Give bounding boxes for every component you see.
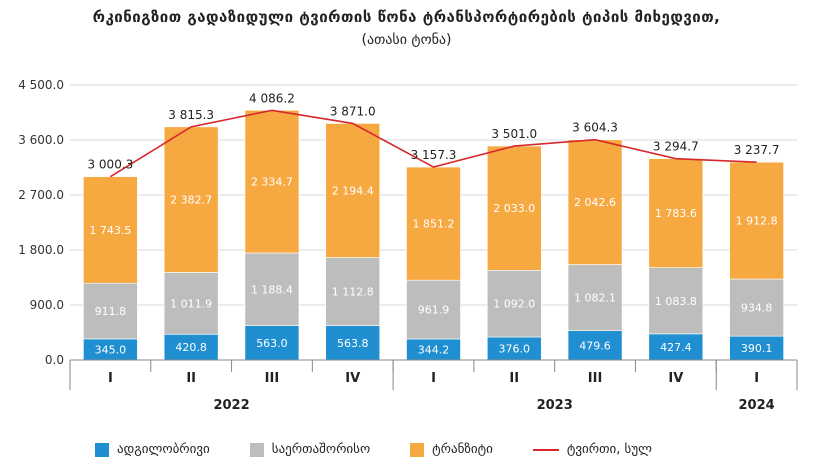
bar-segment [729,161,784,280]
data-label: 2 042.6 [574,196,616,209]
data-label: 376.0 [499,343,531,356]
data-label: 1 188.4 [251,283,293,296]
x-tick-label: II [509,371,519,386]
data-label: 1 743.5 [89,224,131,237]
data-label: 1 083.8 [655,295,697,308]
data-label: 2 033.0 [493,202,535,215]
chart-legend: ადგილობრივი საერთაშორისო ტრანზიტი ტვირთი… [95,442,652,457]
data-label: 911.8 [95,305,127,318]
bar-segment [567,139,623,265]
year-label: 2022 [213,398,249,413]
legend-label-domestic: ადგილობრივი [117,442,210,457]
legend-swatch-domestic [95,442,109,457]
bar-segment [83,176,138,284]
bar-segment [244,109,300,254]
legend-item-total: ტვირთი, სულ [532,442,652,457]
data-label: 1 783.6 [655,207,697,220]
legend-label-total: ტვირთი, სულ [566,442,652,457]
data-label: 1 092.0 [493,298,535,311]
legend-item-domestic: ადგილობრივი [95,442,210,457]
legend-item-international: საერთაშორისო [249,442,371,457]
y-tick-label: 0.0 [45,353,64,367]
x-tick-label: I [754,371,759,386]
legend-swatch-total [532,448,559,451]
total-label: 4 086.2 [249,91,295,105]
total-label: 3 501.0 [491,127,537,141]
x-tick-label: I [108,371,113,386]
bar-segment [648,267,704,335]
data-label: 390.1 [741,342,773,355]
bar-segment [486,269,542,338]
legend-item-transit: ტრანზიტი [410,442,493,457]
bar-segment [729,278,784,337]
data-label: 1 082.1 [574,292,616,305]
x-tick-label: III [588,371,603,386]
bar-segment [648,158,704,268]
total-label: 3 815.3 [168,108,214,122]
data-label: 961.9 [418,304,450,317]
y-tick-label: 900.0 [30,298,64,312]
data-label: 420.8 [175,341,207,354]
bar-segment [163,272,219,335]
y-tick-label: 3 600.0 [18,133,64,147]
bar-segment [567,264,623,331]
legend-swatch-transit [410,442,425,457]
x-tick-label: IV [345,371,360,386]
x-tick-label: III [265,371,280,386]
data-label: 563.8 [337,337,369,350]
y-tick-label: 4 500.0 [18,78,64,92]
bar-segment [325,325,381,361]
total-label: 3 294.7 [653,140,699,154]
year-label: 2023 [537,398,573,413]
data-label: 2 382.7 [170,194,212,207]
bar-segment [325,123,381,258]
y-tick-label: 2 700.0 [18,188,64,202]
legend-label-international: საერთაშორისო [271,442,371,457]
data-label: 1 912.8 [736,215,778,228]
data-label: 479.6 [579,339,611,352]
legend-swatch-international [249,442,264,457]
year-label: 2024 [739,398,775,413]
legend-label-transit: ტრანზიტი [432,442,493,457]
total-label: 3 237.7 [734,143,780,157]
data-label: 934.8 [741,302,773,315]
bar-segment [244,252,300,326]
data-label: 563.0 [256,337,288,350]
data-label: 2 194.4 [332,184,374,197]
bar-segment [325,257,381,326]
total-line [109,109,757,178]
total-label: 3 604.3 [572,121,618,135]
data-label: 345.0 [95,343,127,356]
x-tick-label: II [186,371,196,386]
chart-subtitle: (ათასი ტონა) [361,32,452,48]
bar-segment [163,126,219,273]
total-label: 3 000.3 [87,158,133,172]
bar-segment [406,279,461,340]
total-label: 3 871.0 [330,104,376,118]
data-label: 344.2 [418,343,450,356]
data-label: 1 112.8 [332,286,374,299]
y-tick-label: 1 800.0 [18,243,64,257]
data-label: 2 334.7 [251,176,293,189]
total-label: 3 157.3 [411,148,457,162]
data-label: 427.4 [660,341,692,354]
bar-segment [163,333,219,361]
data-label: 1 011.9 [170,297,212,310]
bar-segment [406,166,461,281]
chart-title: რკინიგზით გადაზიდული ტვირთის წონა ტრანსპ… [92,8,721,26]
data-label: 1 851.2 [413,218,455,231]
x-tick-label: IV [668,371,683,386]
x-tick-label: I [431,371,436,386]
bar-segment [486,145,542,271]
bar-segment [83,282,138,340]
